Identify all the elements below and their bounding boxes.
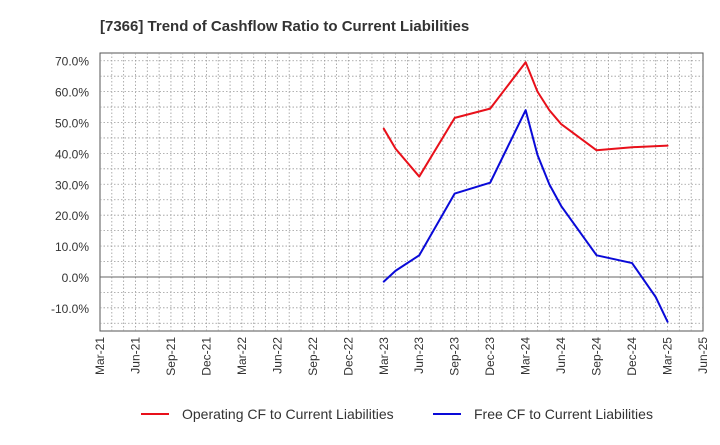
x-tick-label: Jun-21 (128, 337, 142, 374)
y-tick-label: 20.0% (55, 209, 89, 223)
y-tick-label: 50.0% (55, 117, 89, 131)
legend-label-0: Operating CF to Current Liabilities (182, 406, 394, 422)
legend-label-1: Free CF to Current Liabilities (474, 406, 653, 422)
plot-frame (99, 52, 704, 332)
x-tick-label: Sep-22 (306, 337, 320, 376)
y-tick-label: 0.0% (62, 271, 90, 285)
x-tick-label: Sep-23 (448, 337, 462, 376)
y-tick-label: 70.0% (55, 55, 89, 69)
series-line-1 (382, 109, 669, 323)
series-group (382, 61, 669, 323)
x-tick-label: Jun-25 (696, 337, 710, 374)
y-tick-label: 40.0% (55, 147, 89, 161)
x-tick-label: Mar-22 (235, 337, 249, 375)
y-axis: 70.0% 60.0% 50.0% 40.0% 30.0% 20.0% 10.0% 0.0% -… (51, 55, 89, 316)
x-axis: Mar-21 Jun-21 Sep-21 Dec-21 Mar-22 Jun-22 Sep-… (93, 337, 710, 376)
x-tick-label: Mar-21 (93, 337, 107, 375)
y-tick-label: -10.0% (51, 302, 89, 316)
series-line-0 (382, 61, 669, 178)
x-tick-label: Jun-23 (412, 337, 426, 374)
x-tick-label: Dec-21 (199, 337, 213, 376)
x-tick-label: Mar-24 (519, 337, 533, 375)
x-tick-label: Mar-25 (661, 337, 675, 375)
y-tick-label: 10.0% (55, 240, 89, 254)
x-tick-label: Mar-23 (377, 337, 391, 375)
x-tick-label: Dec-22 (341, 337, 355, 376)
chart-title: [7366] Trend of Cashflow Ratio to Curren… (100, 18, 469, 35)
x-tick-label: Dec-24 (625, 337, 639, 376)
x-tick-label: Sep-21 (164, 337, 178, 376)
x-tick-label: Dec-23 (483, 337, 497, 376)
grid-lines (100, 53, 703, 331)
plot-area (99, 52, 704, 332)
legend: Operating CF to Current Liabilities Free … (141, 406, 653, 422)
y-tick-label: 60.0% (55, 86, 89, 100)
y-tick-label: 30.0% (55, 178, 89, 192)
x-tick-label: Jun-24 (554, 337, 568, 374)
x-tick-label: Jun-22 (270, 337, 284, 374)
x-tick-label: Sep-24 (590, 337, 604, 376)
